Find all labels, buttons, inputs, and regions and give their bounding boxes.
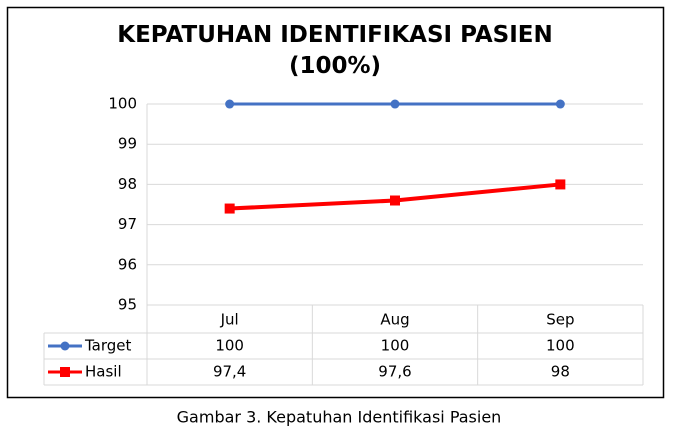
y-tick-label: 97	[118, 215, 137, 233]
chart-border	[6, 6, 665, 399]
table-value: 100	[381, 337, 410, 355]
y-tick-label: 99	[118, 135, 137, 153]
y-tick-label: 96	[118, 255, 137, 273]
marker	[555, 99, 565, 109]
x-tick-label: Aug	[380, 311, 409, 329]
marker	[390, 195, 400, 206]
y-tick-label: 100	[108, 95, 137, 113]
table-value: 97,4	[213, 363, 246, 381]
y-tick-label: 95	[118, 296, 137, 314]
legend-label: Target	[84, 337, 132, 355]
table-value: 100	[546, 337, 575, 355]
marker	[555, 179, 566, 190]
chart-title: KEPATUHAN IDENTIFIKASI PASIEN (100%)	[117, 22, 553, 79]
y-tick-label: 98	[118, 175, 137, 193]
marker	[224, 203, 235, 214]
table-value: 100	[215, 337, 244, 355]
table-value: 98	[551, 363, 570, 381]
title-box: KEPATUHAN IDENTIFIKASI PASIEN (100%)	[7, 20, 663, 82]
legend-marker	[60, 367, 70, 377]
marker	[225, 99, 235, 109]
legend-marker	[60, 341, 70, 351]
x-tick-label: Jul	[220, 311, 239, 329]
marker	[390, 99, 400, 109]
caption: Gambar 3. Kepatuhan Identifikasi Pasien	[177, 408, 502, 427]
x-tick-label: Sep	[546, 311, 574, 329]
table-value: 97,6	[378, 363, 411, 381]
legend-label: Hasil	[85, 363, 122, 381]
